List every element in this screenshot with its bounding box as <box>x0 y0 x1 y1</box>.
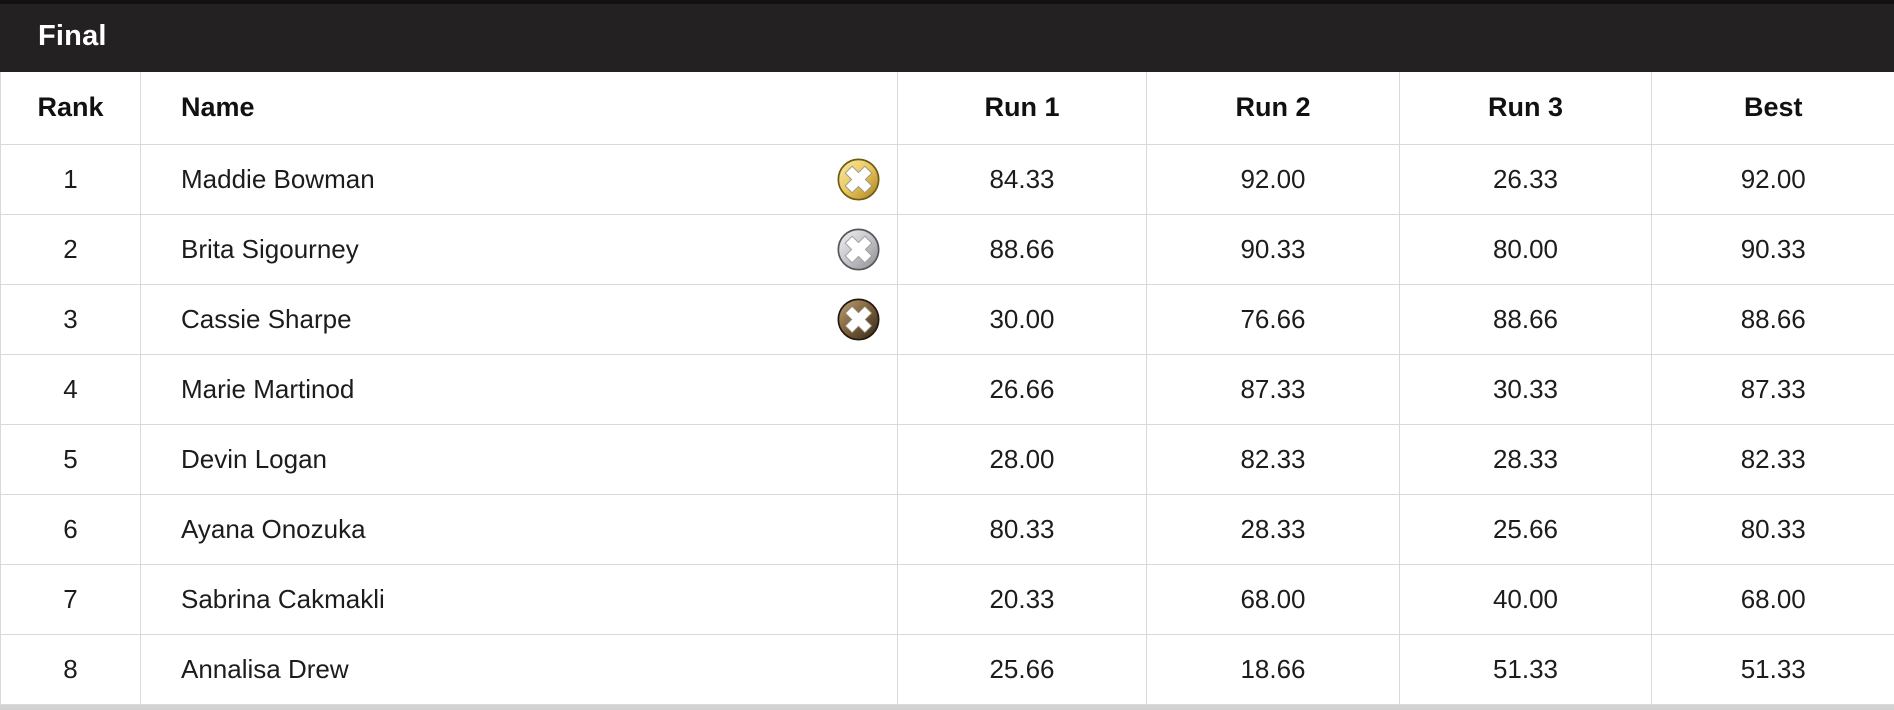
run3-score: 51.33 <box>1399 633 1652 705</box>
rank-value: 6 <box>0 493 141 565</box>
run2-score: 76.66 <box>1146 283 1400 355</box>
section-title-bar: Final <box>0 0 1894 72</box>
col-header-run1: Run 1 <box>897 72 1147 145</box>
rank-value: 3 <box>0 283 141 355</box>
run1-score: 20.33 <box>897 563 1147 635</box>
best-score: 68.00 <box>1651 563 1894 635</box>
col-header-run3: Run 3 <box>1399 72 1652 145</box>
athlete-name: Annalisa Drew <box>181 653 349 684</box>
name-cell: Devin Logan <box>140 423 898 495</box>
gold-medal-icon <box>837 158 880 200</box>
bronze-medal-icon <box>837 298 880 340</box>
table-row: 6 Ayana Onozuka 80.33 28.33 25.66 80.33 <box>0 493 1894 565</box>
name-cell: Cassie Sharpe <box>140 283 898 355</box>
run2-score: 87.33 <box>1146 353 1400 425</box>
run2-score: 92.00 <box>1146 143 1400 215</box>
run3-score: 25.66 <box>1399 493 1652 565</box>
bottom-border <box>0 704 1894 710</box>
run1-score: 28.00 <box>897 423 1147 495</box>
run2-score: 28.33 <box>1146 493 1400 565</box>
name-wrap: Cassie Sharpe <box>181 297 881 342</box>
name-cell: Maddie Bowman <box>140 143 898 215</box>
run1-score: 80.33 <box>897 493 1147 565</box>
col-header-run2: Run 2 <box>1146 72 1400 145</box>
table-row: 1 Maddie Bowman 84.33 92.00 26.33 92.00 <box>0 143 1894 215</box>
best-score: 80.33 <box>1651 493 1894 565</box>
athlete-name: Sabrina Cakmakli <box>181 583 385 614</box>
athlete-name: Maddie Bowman <box>181 163 375 194</box>
name-wrap: Devin Logan <box>181 444 881 475</box>
table-row: 8 Annalisa Drew 25.66 18.66 51.33 51.33 <box>0 633 1894 705</box>
name-wrap: Brita Sigourney <box>181 227 881 272</box>
run1-score: 84.33 <box>897 143 1147 215</box>
name-cell: Brita Sigourney <box>140 213 898 285</box>
run2-score: 18.66 <box>1146 633 1400 705</box>
section-title: Final <box>38 19 107 52</box>
table-row: 4 Marie Martinod 26.66 87.33 30.33 87.33 <box>0 353 1894 425</box>
rank-value: 1 <box>0 143 141 215</box>
rank-value: 8 <box>0 633 141 705</box>
athlete-name: Marie Martinod <box>181 373 355 404</box>
athlete-name: Cassie Sharpe <box>181 303 352 334</box>
name-cell: Ayana Onozuka <box>140 493 898 565</box>
run3-score: 28.33 <box>1399 423 1652 495</box>
name-wrap: Sabrina Cakmakli <box>181 584 881 615</box>
table-row: 7 Sabrina Cakmakli 20.33 68.00 40.00 68.00 <box>0 563 1894 635</box>
athlete-name: Devin Logan <box>181 443 327 474</box>
athlete-name: Ayana Onozuka <box>181 513 366 544</box>
name-cell: Annalisa Drew <box>140 633 898 705</box>
table-body: 1 Maddie Bowman 84.33 92.00 26.33 92.00 2 Brita… <box>0 143 1894 705</box>
rank-value: 4 <box>0 353 141 425</box>
col-header-best: Best <box>1651 72 1894 145</box>
run3-score: 88.66 <box>1399 283 1652 355</box>
name-wrap: Annalisa Drew <box>181 654 881 685</box>
run2-score: 90.33 <box>1146 213 1400 285</box>
athlete-name: Brita Sigourney <box>181 233 359 264</box>
name-cell: Marie Martinod <box>140 353 898 425</box>
rank-value: 5 <box>0 423 141 495</box>
col-header-rank: Rank <box>0 72 141 145</box>
run1-score: 25.66 <box>897 633 1147 705</box>
col-header-name: Name <box>140 72 898 145</box>
name-cell: Sabrina Cakmakli <box>140 563 898 635</box>
run1-score: 88.66 <box>897 213 1147 285</box>
best-score: 90.33 <box>1651 213 1894 285</box>
table-header: Rank Name Run 1 Run 2 Run 3 Best <box>0 72 1894 145</box>
name-wrap: Marie Martinod <box>181 374 881 405</box>
run3-score: 80.00 <box>1399 213 1652 285</box>
rank-value: 2 <box>0 213 141 285</box>
table-row: 5 Devin Logan 28.00 82.33 28.33 82.33 <box>0 423 1894 495</box>
run2-score: 68.00 <box>1146 563 1400 635</box>
run2-score: 82.33 <box>1146 423 1400 495</box>
run1-score: 26.66 <box>897 353 1147 425</box>
table-row: 2 Brita Sigourney 88.66 90.33 80.00 90.33 <box>0 213 1894 285</box>
results-table: Rank Name Run 1 Run 2 Run 3 Best 1 Maddie… <box>0 72 1894 705</box>
run3-score: 26.33 <box>1399 143 1652 215</box>
best-score: 92.00 <box>1651 143 1894 215</box>
name-wrap: Ayana Onozuka <box>181 514 881 545</box>
best-score: 82.33 <box>1651 423 1894 495</box>
run3-score: 40.00 <box>1399 563 1652 635</box>
run1-score: 30.00 <box>897 283 1147 355</box>
run3-score: 30.33 <box>1399 353 1652 425</box>
best-score: 51.33 <box>1651 633 1894 705</box>
silver-medal-icon <box>837 228 880 270</box>
rank-value: 7 <box>0 563 141 635</box>
header-row: Rank Name Run 1 Run 2 Run 3 Best <box>0 72 1894 145</box>
best-score: 87.33 <box>1651 353 1894 425</box>
name-wrap: Maddie Bowman <box>181 157 881 202</box>
table-row: 3 Cassie Sharpe 30.00 76.66 88.66 88.66 <box>0 283 1894 355</box>
best-score: 88.66 <box>1651 283 1894 355</box>
